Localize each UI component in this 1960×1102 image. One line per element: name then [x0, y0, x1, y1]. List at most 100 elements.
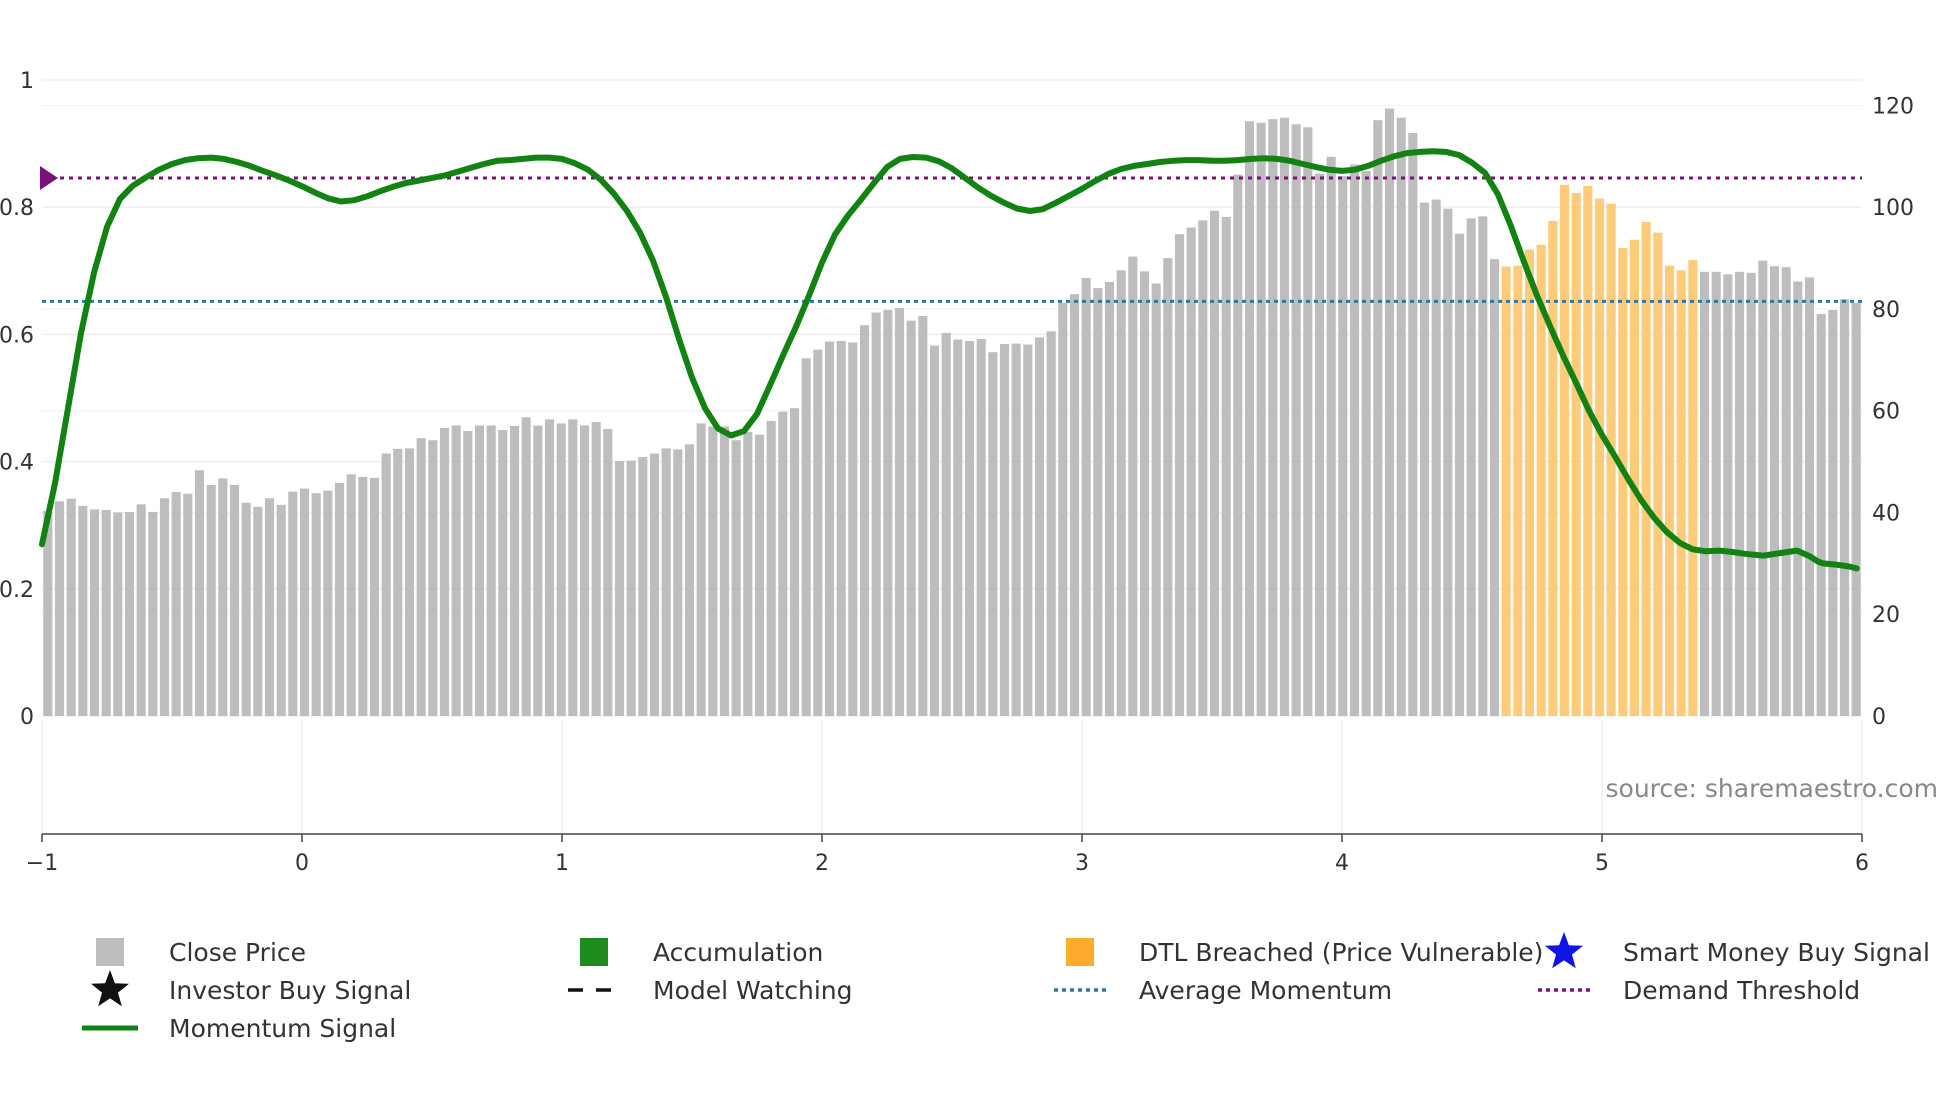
close-price-bar [323, 490, 333, 716]
close-price-bar [1839, 299, 1850, 716]
legend-item-smart-money-buy-signal: Smart Money Buy Signal [1545, 932, 1930, 969]
close-price-bar [54, 501, 65, 716]
close-price-bar [626, 460, 636, 716]
close-price-bar [813, 349, 823, 716]
close-price-bar [778, 411, 788, 716]
dtl-breached-bar [1548, 220, 1558, 716]
close-price-bar [1769, 266, 1780, 716]
close-price-bar [1419, 202, 1430, 716]
close-price-bar [1804, 277, 1815, 716]
close-price-bar [1244, 121, 1255, 716]
close-price-bar [1209, 210, 1220, 716]
dtl-breached-bar [1536, 244, 1546, 716]
close-price-bar [288, 491, 298, 716]
close-price-bar [416, 438, 426, 716]
close-price-bar [1268, 119, 1278, 717]
close-price-bar [1116, 270, 1126, 716]
close-price-bar [194, 470, 205, 716]
x-axis-tick-label: 6 [1855, 851, 1869, 876]
close-price-bar [1384, 108, 1395, 717]
legend-label: Accumulation [653, 938, 823, 967]
close-price-bar [1466, 218, 1476, 716]
close-price-bar [276, 504, 286, 716]
close-price-bar [1723, 274, 1733, 716]
close-price-bar [136, 504, 146, 716]
close-price-bar [346, 474, 356, 716]
dtl-breached-bar [1688, 260, 1698, 716]
close-price-bar [43, 510, 53, 716]
legend-label: Close Price [169, 938, 306, 967]
close-price-bar [824, 341, 835, 716]
dtl-breached-bar [1571, 192, 1581, 716]
right-axis-tick-label: 0 [1872, 705, 1886, 730]
close-price-bar [1174, 234, 1185, 717]
close-price-bars [43, 108, 1861, 717]
dtl-breached-bar [1524, 249, 1535, 716]
close-price-bar [649, 453, 660, 716]
close-price-bar [1104, 281, 1115, 716]
close-price-bar [696, 423, 706, 716]
close-price-bar [859, 325, 870, 716]
dtl-breached-bar [1629, 239, 1640, 716]
close-price-bar [708, 426, 718, 716]
close-price-bar [964, 341, 975, 716]
close-price-bar [1303, 127, 1313, 716]
close-price-bar [1349, 164, 1360, 716]
close-price-bar [684, 444, 695, 716]
legend-item-accumulation: Accumulation [580, 938, 823, 967]
close-price-bar [1828, 309, 1838, 716]
close-price-bar [1489, 259, 1500, 716]
dtl-breached-bar [1641, 221, 1651, 716]
close-price-bar [533, 425, 543, 716]
legend-swatch [1066, 938, 1094, 966]
x-axis-tick-label: 1 [555, 851, 569, 876]
close-price-bar [229, 485, 240, 716]
right-axis-tick-label: 40 [1872, 501, 1900, 526]
close-price-bar [1781, 267, 1791, 716]
close-price-bar [1478, 216, 1488, 717]
momentum-signal-line [39, 148, 1860, 572]
close-price-bar [953, 339, 963, 716]
close-price-bar [1454, 233, 1465, 716]
legend-label: Momentum Signal [169, 1014, 396, 1043]
close-price-bar [1081, 277, 1091, 716]
left-axis-tick-label: 1 [20, 69, 34, 94]
close-price-bar [78, 505, 88, 716]
x-axis-tick-label: 2 [815, 851, 829, 876]
close-price-bar [603, 429, 613, 716]
close-price-bar [148, 511, 158, 716]
close-price-bar [218, 478, 228, 716]
demand-threshold-marker [40, 165, 58, 190]
close-price-bar [463, 431, 473, 716]
close-price-bar [836, 341, 846, 716]
close-price-bar [1151, 283, 1161, 716]
close-price-bar [241, 502, 251, 716]
close-price-bar [206, 485, 216, 716]
close-price-bar [521, 417, 531, 716]
close-price-bar [1046, 331, 1056, 716]
legend-item-model-watching: Model Watching [568, 976, 853, 1005]
right-axis-tick-label: 120 [1872, 94, 1914, 119]
close-price-bar [929, 345, 940, 716]
close-price-bar [918, 316, 928, 716]
left-axis-tick-label: 0.2 [0, 578, 34, 603]
close-price-bar [1011, 343, 1021, 716]
legend-star-icon [1545, 932, 1583, 969]
close-price-bar [754, 434, 765, 716]
source-label: source: sharemaestro.com [1606, 774, 1939, 803]
close-price-bar [801, 358, 811, 716]
close-price-bar [439, 428, 450, 716]
close-price-bar [1093, 288, 1103, 716]
legend-item-investor-buy-signal: Investor Buy Signal [91, 970, 411, 1007]
dtl-breached-bar [1501, 266, 1511, 716]
close-price-bar [428, 440, 438, 716]
legend-item-momentum-signal: Momentum Signal [82, 1014, 396, 1043]
dtl-breached-bar [1653, 232, 1663, 716]
close-price-bar [113, 512, 123, 716]
close-price-bar [1431, 199, 1441, 716]
legend-swatch [580, 938, 608, 966]
close-price-bar [451, 425, 461, 716]
close-price-bar [1198, 220, 1208, 716]
close-price-bar [311, 493, 321, 716]
close-price-bar [988, 352, 998, 716]
